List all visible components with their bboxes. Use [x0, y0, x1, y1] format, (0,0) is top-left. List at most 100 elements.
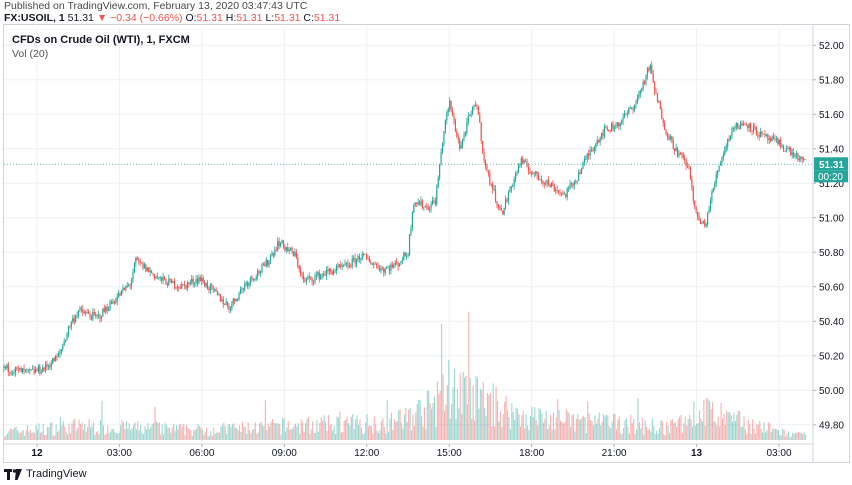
candle — [764, 133, 766, 136]
volume-bar — [218, 432, 221, 440]
volume-bar — [145, 429, 147, 440]
candle — [67, 326, 70, 335]
candle — [684, 158, 686, 161]
candle — [509, 190, 511, 192]
candle — [26, 369, 28, 371]
volume-bar — [349, 425, 351, 440]
volume-bar — [228, 424, 231, 440]
volume-bar — [164, 422, 166, 440]
candle — [40, 372, 42, 374]
candle — [162, 276, 164, 281]
candle — [411, 212, 414, 228]
volume-bar — [640, 428, 642, 440]
candle — [305, 279, 307, 282]
volume-bar — [433, 396, 436, 440]
candle — [424, 205, 426, 208]
volume-bar — [347, 423, 350, 440]
candle — [629, 107, 631, 109]
volume-bar — [549, 414, 552, 440]
volume-bar — [459, 373, 461, 440]
candle — [447, 108, 449, 113]
volume-bar — [335, 434, 337, 440]
time-tick-label: 15:00 — [437, 448, 462, 459]
candle — [790, 148, 792, 155]
candle — [494, 189, 497, 202]
volume-bar — [102, 425, 104, 440]
candle — [645, 75, 647, 84]
volume-bar — [97, 431, 99, 440]
volume-bar — [429, 403, 431, 440]
volume-bar — [628, 433, 630, 440]
candle — [659, 102, 661, 109]
candle — [146, 267, 148, 272]
candle — [13, 372, 15, 374]
candle — [298, 265, 300, 270]
volume-bar — [186, 424, 188, 440]
candle — [785, 148, 788, 152]
volume-bar — [115, 433, 117, 440]
candle — [42, 367, 44, 373]
volume-bar — [770, 432, 772, 440]
candle — [125, 286, 127, 290]
candle — [741, 122, 743, 126]
candle — [361, 253, 363, 260]
candle — [701, 222, 703, 224]
candle — [330, 269, 332, 272]
volume-bar — [489, 393, 491, 440]
candle — [119, 293, 121, 296]
volume-bar — [727, 412, 729, 440]
volume-bar — [78, 419, 80, 440]
candle — [639, 90, 641, 95]
volume-bar — [408, 409, 410, 440]
candle — [29, 369, 31, 371]
volume-bar — [805, 435, 807, 440]
candle — [595, 144, 597, 148]
volume-bar — [380, 421, 382, 440]
candle — [681, 153, 683, 154]
candle — [550, 183, 553, 187]
tradingview-logo-icon — [4, 468, 22, 480]
volume-bar — [67, 434, 69, 440]
volume-bar — [231, 424, 233, 440]
volume-bar — [646, 426, 648, 440]
candle — [439, 164, 441, 179]
volume-bar — [313, 432, 315, 440]
candle — [560, 192, 563, 194]
candle — [295, 252, 297, 258]
volume-bar — [744, 429, 746, 440]
candle — [728, 138, 730, 140]
candle — [261, 264, 263, 273]
volume-bar — [686, 425, 688, 440]
volume-bar — [276, 423, 278, 440]
candle — [664, 123, 666, 130]
candle — [4, 366, 7, 369]
volume-bar — [475, 376, 477, 440]
time-tick-label: 09:00 — [272, 448, 297, 459]
candle — [755, 126, 757, 135]
candle — [413, 204, 415, 213]
volume-bar — [125, 421, 127, 440]
volume-bar — [309, 434, 311, 440]
candle — [100, 316, 103, 319]
footer-brand[interactable]: TradingView — [26, 468, 87, 480]
volume-bar — [330, 423, 332, 440]
candle — [236, 299, 239, 300]
candle — [44, 364, 47, 370]
candle — [351, 258, 353, 267]
high-label: H: — [225, 12, 237, 24]
volume-bar — [683, 423, 685, 440]
volume-bar — [79, 424, 82, 440]
symbol-label: FX:USOIL, 1 — [4, 12, 65, 24]
candle — [17, 368, 19, 370]
volume-bar — [623, 428, 625, 440]
volume-bar — [739, 411, 741, 440]
volume-bar — [191, 435, 193, 440]
volume-bar — [456, 389, 458, 440]
volume-bar — [251, 429, 254, 440]
candle — [19, 368, 21, 369]
volume-bar — [117, 433, 119, 440]
candle — [646, 68, 649, 76]
price-tick-label: 50.60 — [819, 282, 844, 293]
volume-bar — [785, 436, 787, 440]
